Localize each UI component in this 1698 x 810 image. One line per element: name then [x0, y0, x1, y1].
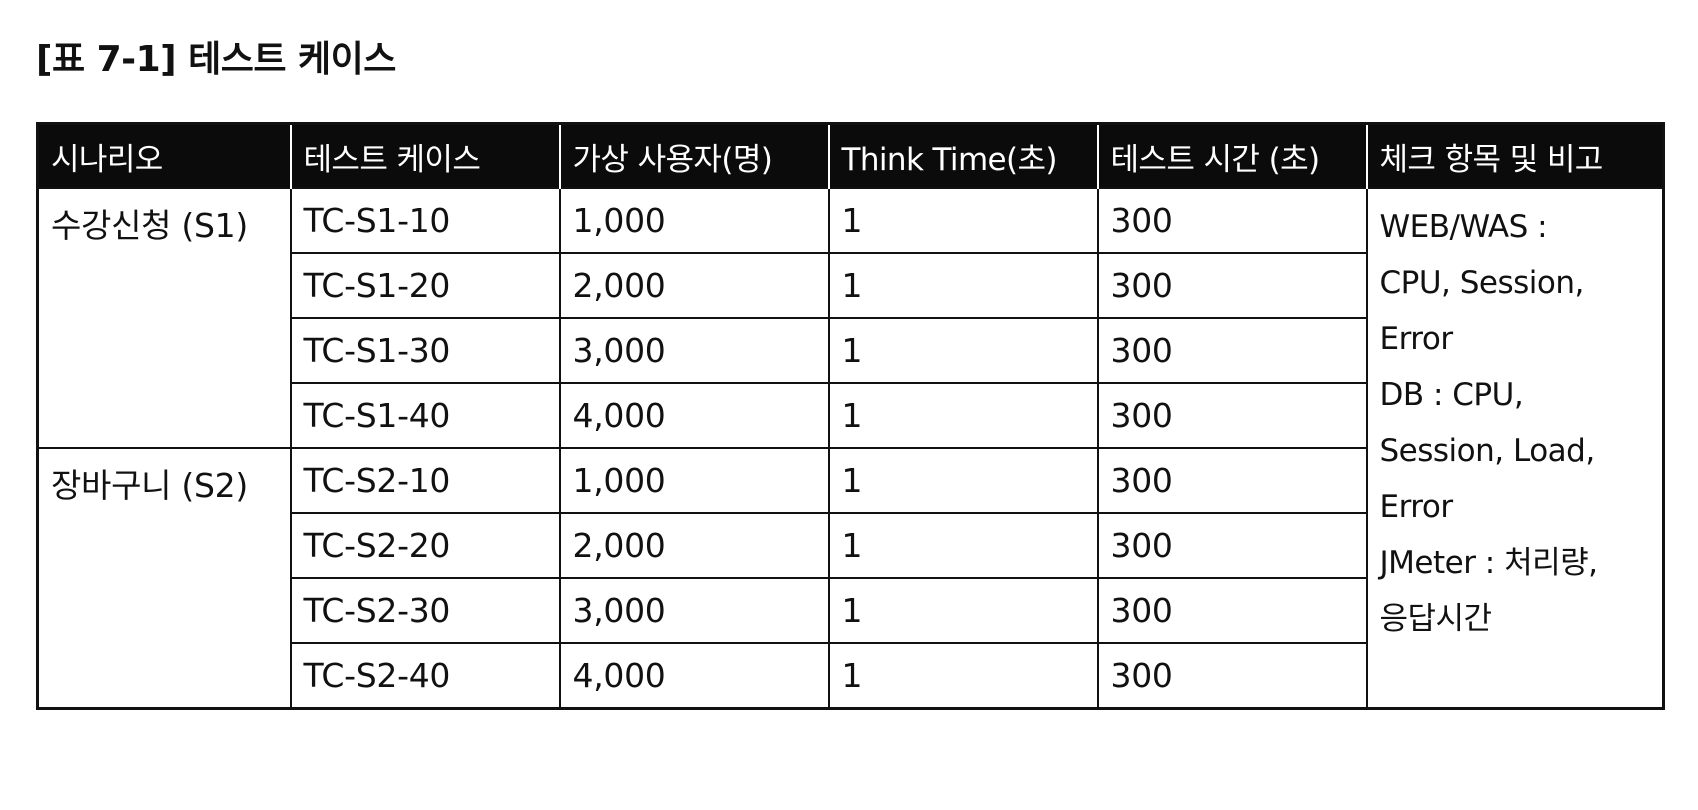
test-case-cell: TC-S1-40: [289, 382, 561, 449]
test-case-cell: TC-S1-10: [289, 187, 561, 254]
test-duration-cell: 300: [1096, 382, 1368, 449]
note-line: CPU, Session,: [1379, 265, 1585, 301]
header-think-time: Think Time(초): [827, 123, 1098, 188]
scenario-cell: 장바구니 (S2): [36, 447, 292, 710]
table-row: TC-S1-20 2,000 1 300: [38, 252, 1664, 319]
test-case-cell: TC-S2-30: [289, 577, 561, 644]
header-virtual-users: 가상 사용자(명): [558, 123, 829, 188]
test-case-cell: TC-S2-10: [289, 447, 561, 514]
header-test-case: 테스트 케이스: [289, 123, 560, 188]
test-duration-cell: 300: [1096, 642, 1368, 710]
test-case-cell: TC-S2-40: [289, 642, 561, 710]
table-row: TC-S2-30 3,000 1 300: [38, 577, 1664, 644]
virtual-users-cell: 1,000: [558, 447, 830, 514]
note-line: WEB/WAS :: [1379, 209, 1548, 245]
note-line: Error: [1379, 321, 1454, 357]
test-duration-cell: 300: [1096, 577, 1368, 644]
test-case-cell: TC-S2-20: [289, 512, 561, 579]
virtual-users-cell: 4,000: [558, 642, 830, 710]
think-time-cell: 1: [827, 187, 1099, 254]
test-duration-cell: 300: [1096, 512, 1368, 579]
table-row: TC-S1-30 3,000 1 300: [38, 317, 1664, 384]
table-row: 장바구니 (S2) TC-S2-10 1,000 1 300: [36, 447, 1664, 710]
test-duration-cell: 300: [1096, 252, 1368, 319]
think-time-cell: 1: [827, 447, 1099, 514]
table-row: TC-S2-40 4,000 1 300: [38, 642, 1664, 710]
virtual-users-cell: 2,000: [558, 252, 830, 319]
note-line: Session, Load,: [1379, 433, 1596, 469]
think-time-cell: 1: [827, 317, 1099, 384]
think-time-cell: 1: [827, 577, 1099, 644]
note-line: Error: [1379, 489, 1454, 525]
header-row: 시나리오 테스트 케이스 가상 사용자(명) Think Time(초) 테스트…: [37, 123, 1664, 188]
virtual-users-cell: 3,000: [558, 317, 830, 384]
test-case-cell: TC-S1-20: [289, 252, 561, 319]
scenario-cell: 수강신청 (S1): [36, 187, 292, 449]
virtual-users-cell: 2,000: [558, 512, 830, 579]
note-line: 응답시간: [1379, 601, 1493, 637]
check-items-notes: WEB/WAS : CPU, Session, Error DB : CPU, …: [1365, 187, 1665, 710]
header-test-duration: 테스트 시간 (초): [1096, 123, 1367, 188]
header-scenario: 시나리오: [37, 123, 291, 188]
note-line: DB : CPU,: [1379, 377, 1524, 413]
note-line: JMeter : 처리량,: [1379, 545, 1598, 581]
header-check-items: 체크 항목 및 비고: [1365, 123, 1664, 188]
virtual-users-cell: 3,000: [558, 577, 830, 644]
table-row: TC-S1-40 4,000 1 300: [38, 382, 1664, 449]
virtual-users-cell: 4,000: [558, 382, 830, 449]
test-duration-cell: 300: [1096, 317, 1368, 384]
test-duration-cell: 300: [1096, 187, 1368, 254]
table-row: 수강신청 (S1) TC-S1-10 1,000 1 300 WEB/WAS :…: [36, 187, 1665, 710]
test-case-table: 시나리오 테스트 케이스 가상 사용자(명) Think Time(초) 테스트…: [36, 122, 1665, 710]
think-time-cell: 1: [827, 382, 1099, 449]
virtual-users-cell: 1,000: [558, 187, 830, 254]
think-time-cell: 1: [827, 252, 1099, 319]
test-case-cell: TC-S1-30: [289, 317, 561, 384]
test-duration-cell: 300: [1096, 447, 1368, 514]
think-time-cell: 1: [827, 512, 1099, 579]
table-caption: [표 7-1] 테스트 케이스: [36, 39, 396, 80]
table-row: TC-S2-20 2,000 1 300: [38, 512, 1664, 579]
think-time-cell: 1: [827, 642, 1099, 710]
